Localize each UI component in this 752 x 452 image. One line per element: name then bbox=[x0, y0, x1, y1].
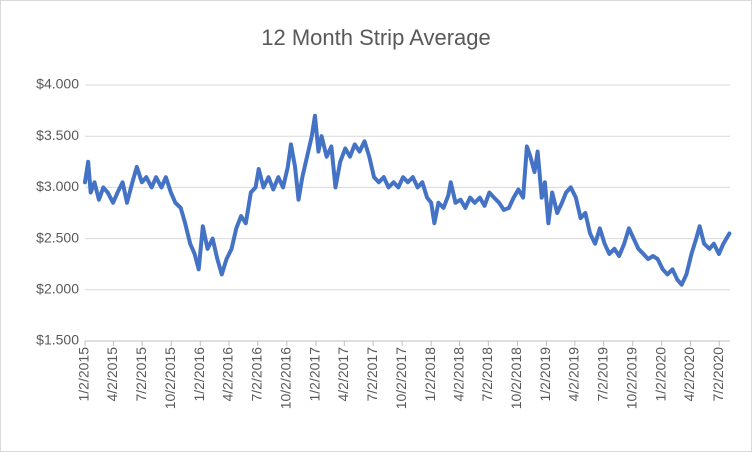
x-tick-label: 4/2/2015 bbox=[104, 347, 120, 402]
x-tick-label: 1/2/2016 bbox=[191, 347, 207, 402]
x-tick-label: 7/2/2020 bbox=[710, 347, 726, 402]
x-tick-label: 1/2/2019 bbox=[537, 347, 553, 402]
y-tick-label: $4.000 bbox=[36, 76, 79, 92]
x-tick-label: 7/2/2015 bbox=[133, 347, 149, 402]
x-tick-label: 4/2/2017 bbox=[335, 347, 351, 402]
data-line bbox=[83, 113, 732, 287]
x-tick-label: 1/2/2018 bbox=[422, 347, 438, 402]
chart-title: 12 Month Strip Average bbox=[261, 25, 491, 50]
y-tick-label: $2.500 bbox=[36, 229, 79, 245]
x-tick-label: 10/2/2017 bbox=[393, 347, 409, 409]
y-tick-label: $1.500 bbox=[36, 332, 79, 348]
x-tick-label: 10/2/2018 bbox=[508, 347, 524, 409]
x-tick-label: 4/2/2018 bbox=[450, 347, 466, 402]
x-tick-label: 4/2/2019 bbox=[566, 347, 582, 402]
x-tick-label: 4/2/2016 bbox=[220, 347, 236, 402]
x-tick-label: 7/2/2017 bbox=[364, 347, 380, 402]
x-tick-label: 7/2/2016 bbox=[248, 347, 264, 402]
y-tick-label: $3.500 bbox=[36, 127, 79, 143]
y-tick-label: $2.000 bbox=[36, 281, 79, 297]
x-tick-label: 1/2/2015 bbox=[76, 347, 92, 402]
x-tick-label: 4/2/2020 bbox=[681, 347, 697, 402]
x-tick-label: 7/2/2018 bbox=[479, 347, 495, 402]
x-tick-label: 7/2/2019 bbox=[594, 347, 610, 402]
y-tick-label: $3.000 bbox=[36, 178, 79, 194]
x-tick-label: 10/2/2019 bbox=[623, 347, 639, 409]
x-tick-label: 1/2/2017 bbox=[307, 347, 323, 402]
x-tick-label: 10/2/2016 bbox=[278, 347, 294, 409]
x-tick-label: 1/2/2020 bbox=[652, 347, 668, 402]
x-tick-label: 10/2/2015 bbox=[162, 347, 178, 409]
